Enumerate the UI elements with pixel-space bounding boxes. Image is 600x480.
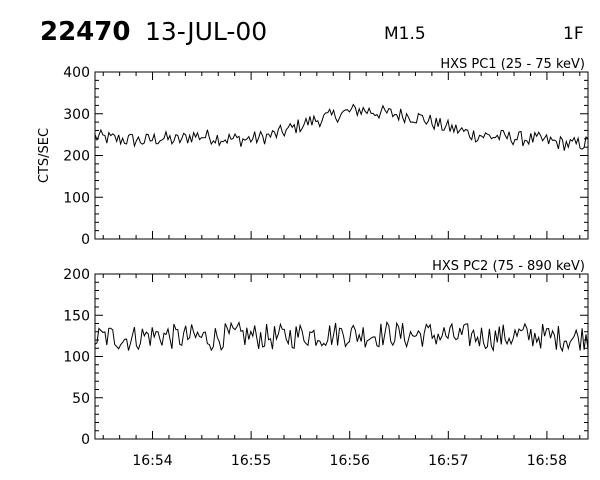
y-tick-label: 400 [63,65,90,81]
y-axis-label: CTS/SEC [37,128,52,183]
x-tick-label: 16:57 [428,453,468,469]
panel-pc1: HXS PC1 (25 - 75 keV) CTS/SEC 0 100 200 300 40… [37,57,589,248]
y-tick-label: 300 [63,107,90,123]
x-tick-label: 16:58 [527,453,567,469]
series-line [94,320,589,353]
series-line [94,103,589,151]
panel-title: HXS PC1 (25 - 75 keV) [440,57,585,72]
y-tick-label: 100 [63,350,90,366]
x-tick-label: 16:55 [231,453,271,469]
y-tick-label: 0 [81,432,90,448]
x-tick-label: 16:54 [132,453,172,469]
optical-class: 1F [563,24,584,44]
y-tick-label: 200 [63,149,90,165]
y-tick-label: 50 [72,391,90,407]
plot-frame [94,273,589,440]
flare-date: 13-JUL-00 [145,17,267,46]
panel-title: HXS PC2 (75 - 890 keV) [432,259,585,274]
goes-class: M1.5 [384,24,426,44]
flare-id: 22470 [40,17,130,47]
y-tick-label: 200 [63,267,90,283]
panel-pc2: HXS PC2 (75 - 890 keV) 0 50 100 150 200 16:54 1… [63,259,589,469]
y-tick-label: 100 [63,190,90,206]
y-tick-label: 150 [63,308,90,324]
plot-frame [94,71,589,240]
x-tick-label: 16:56 [330,453,370,469]
y-tick-label: 0 [81,232,90,248]
